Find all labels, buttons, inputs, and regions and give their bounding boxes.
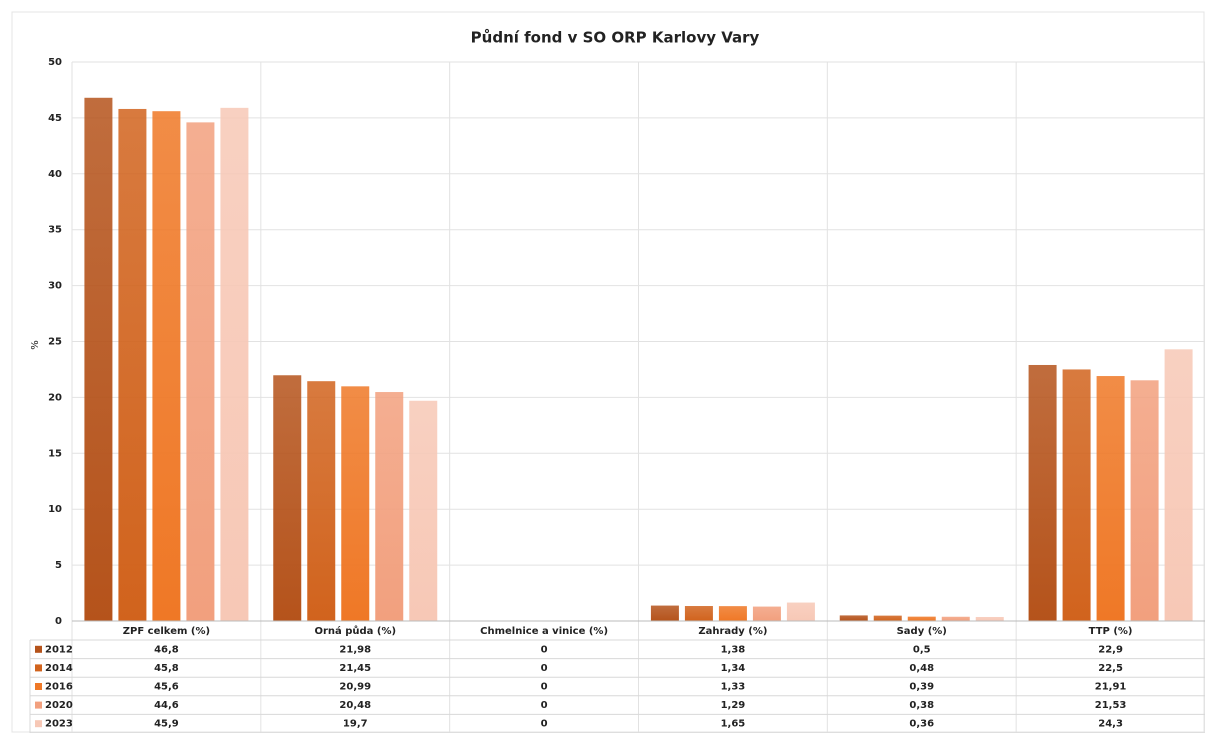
bar	[220, 107, 249, 621]
table-value: 0	[541, 700, 548, 711]
legend-label: 2012	[45, 644, 73, 655]
y-tick-label: 40	[48, 169, 62, 180]
legend-swatch	[35, 645, 42, 653]
table-value: 0,48	[909, 663, 934, 674]
bar	[1062, 369, 1091, 621]
table-value: 1,33	[721, 682, 746, 693]
y-tick-label: 10	[48, 504, 62, 515]
chart-title: Půdní fond v SO ORP Karlovy Vary	[471, 29, 760, 47]
table-value: 45,6	[154, 682, 179, 693]
legend-swatch	[35, 720, 42, 728]
bar	[752, 606, 781, 621]
bar	[409, 400, 438, 621]
table-value: 1,34	[721, 663, 746, 674]
bar	[873, 615, 902, 621]
table-value: 45,9	[154, 719, 179, 730]
table-value: 0	[541, 663, 548, 674]
table-value: 0,5	[913, 644, 931, 655]
table-value: 19,7	[343, 719, 368, 730]
y-tick-label: 50	[48, 57, 62, 68]
table-value: 20,99	[339, 682, 371, 693]
table-value: 21,98	[339, 644, 371, 655]
bar	[84, 97, 113, 621]
y-tick-label: 30	[48, 281, 62, 292]
table-value: 0	[541, 644, 548, 655]
bar	[1164, 349, 1193, 621]
bar	[307, 381, 336, 621]
table-value: 21,53	[1095, 700, 1127, 711]
x-tick-label: Sady (%)	[897, 626, 947, 637]
bar	[907, 616, 936, 621]
table-value: 0	[541, 682, 548, 693]
legend-label: 2014	[45, 663, 73, 674]
x-tick-label: TTP (%)	[1089, 626, 1133, 637]
y-tick-label: 0	[55, 616, 62, 627]
y-tick-label: 45	[48, 113, 62, 124]
y-tick-label: 15	[48, 448, 62, 459]
legend-swatch	[35, 683, 42, 690]
bar	[1130, 380, 1159, 621]
y-tick-label: 35	[48, 225, 62, 236]
table-value: 0,39	[909, 682, 934, 693]
table-value: 0,36	[909, 719, 934, 730]
table-value: 0	[541, 719, 548, 730]
bar	[1096, 376, 1125, 621]
table-value: 0,38	[909, 700, 934, 711]
legend-label: 2016	[45, 682, 73, 693]
table-value: 21,45	[339, 663, 371, 674]
table-value: 22,5	[1098, 663, 1123, 674]
bar	[375, 392, 404, 621]
bar	[786, 602, 815, 621]
table-value: 44,6	[154, 700, 179, 711]
bar	[1028, 364, 1057, 621]
bar	[118, 108, 147, 622]
table-value: 22,9	[1098, 644, 1123, 655]
x-tick-label: ZPF celkem (%)	[123, 626, 210, 637]
table-value: 24,3	[1098, 719, 1123, 730]
table-value: 46,8	[154, 644, 179, 655]
legend-label: 2023	[45, 719, 73, 730]
bar	[152, 111, 181, 621]
y-tick-label: 5	[55, 560, 62, 571]
y-tick-label: 25	[48, 337, 62, 348]
bar	[975, 616, 1004, 621]
legend-swatch	[35, 701, 42, 709]
x-tick-label: Zahrady (%)	[698, 626, 767, 637]
bar	[650, 605, 679, 621]
table-value: 45,8	[154, 663, 179, 674]
bar	[341, 386, 370, 621]
x-tick-label: Chmelnice a vinice (%)	[480, 626, 608, 637]
bar	[684, 606, 713, 621]
table-value: 21,91	[1095, 682, 1127, 693]
x-tick-label: Orná půda (%)	[314, 624, 396, 637]
table-value: 1,29	[721, 700, 746, 711]
table-value: 20,48	[339, 700, 371, 711]
table-value: 1,38	[721, 644, 746, 655]
y-axis-label: %	[30, 340, 41, 350]
y-tick-label: 20	[48, 392, 62, 403]
legend-label: 2020	[45, 700, 73, 711]
bar	[273, 375, 302, 621]
bar	[718, 606, 747, 621]
table-value: 1,65	[721, 719, 746, 730]
bar	[839, 615, 868, 621]
bar	[941, 616, 970, 621]
bar	[186, 122, 215, 621]
legend-swatch	[35, 664, 42, 672]
